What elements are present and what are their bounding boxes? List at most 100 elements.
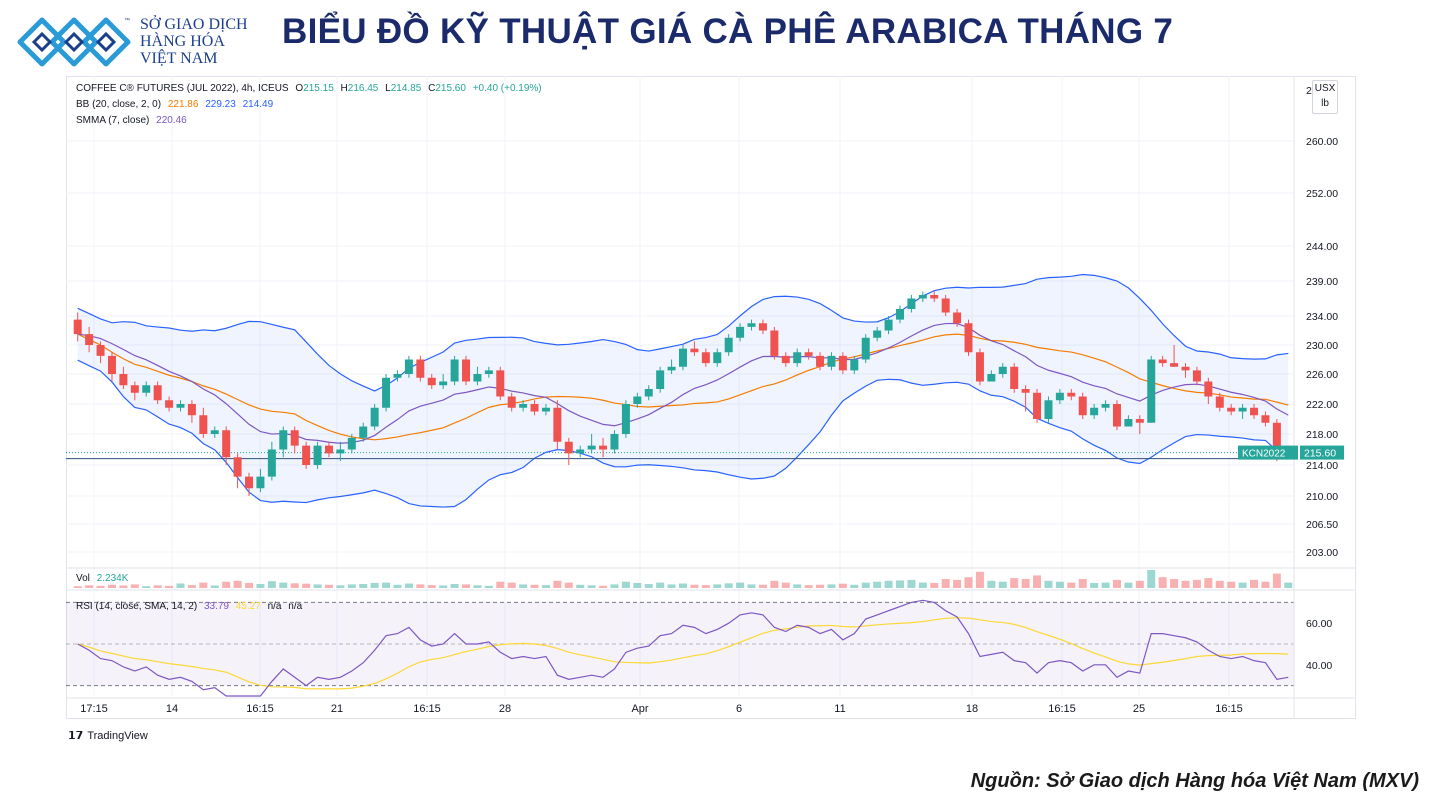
- candle-body: [210, 430, 219, 434]
- candle-body: [873, 330, 882, 338]
- bb-band-fill: [77, 274, 1289, 508]
- volume-value: 2.234K: [96, 573, 129, 584]
- volume-group: [73, 570, 1293, 588]
- candle-body: [736, 326, 745, 338]
- time-tick-label: 28: [499, 703, 511, 715]
- volume-bar: [770, 580, 779, 588]
- candle-body: [473, 374, 482, 382]
- candle-body: [541, 407, 550, 412]
- candle-body: [1044, 400, 1053, 419]
- volume-bar: [564, 582, 573, 588]
- rsi-na-1: n/a: [267, 601, 282, 612]
- volume-bar: [918, 582, 927, 588]
- candle-body: [953, 312, 962, 324]
- candle-body: [1101, 404, 1110, 408]
- candle-body: [1055, 392, 1064, 401]
- open-label: O: [295, 83, 304, 94]
- candle-body: [564, 441, 573, 454]
- candle-body: [1147, 359, 1156, 423]
- volume-bar: [1261, 581, 1270, 588]
- time-tick-label: 16:15: [246, 703, 274, 715]
- candle-body: [1227, 407, 1236, 412]
- candle-body: [1170, 363, 1179, 367]
- candle-body: [610, 434, 619, 450]
- volume-bar: [1215, 580, 1224, 588]
- bb-lower-value: 214.49: [242, 99, 274, 110]
- volume-legend[interactable]: Vol 2.234K: [76, 573, 132, 584]
- candle-body: [724, 337, 733, 353]
- time-tick-label: 6: [736, 703, 742, 715]
- candle-body: [758, 323, 767, 331]
- volume-bar: [1124, 582, 1133, 588]
- candle-body: [1204, 381, 1213, 397]
- smma-label: SMMA (7, close): [76, 115, 150, 126]
- ohlc-legend: COFFEE C® FUTURES (JUL 2022), 4h, ICEUS …: [76, 83, 546, 94]
- symbol-label[interactable]: COFFEE C® FUTURES (JUL 2022), 4h, ICEUS: [76, 83, 289, 94]
- volume-bar: [359, 584, 368, 588]
- volume-bar: [1284, 582, 1293, 588]
- candle-body: [290, 430, 299, 446]
- candle-body: [439, 381, 448, 386]
- chart-frame: [66, 76, 1356, 719]
- candle-body: [187, 404, 196, 416]
- candle-body: [553, 407, 562, 442]
- volume-bar: [656, 582, 665, 588]
- smma-legend[interactable]: SMMA (7, close) 220.46: [76, 115, 191, 126]
- volume-bar: [793, 584, 802, 588]
- volume-bar: [541, 585, 550, 588]
- bb-label: BB (20, close, 2, 0): [76, 99, 162, 110]
- price-tick-label: 210.00: [1306, 491, 1338, 503]
- volume-bar: [1033, 575, 1042, 588]
- price-tick-label: 206.50: [1306, 519, 1338, 531]
- volume-bar: [393, 584, 402, 588]
- candle-body: [1238, 407, 1247, 412]
- volume-bar: [713, 584, 722, 588]
- volume-bar: [324, 584, 333, 588]
- page-title: BIỂU ĐỒ KỸ THUẬT GIÁ CÀ PHÊ ARABICA THÁN…: [282, 12, 1174, 51]
- candle-body: [964, 323, 973, 353]
- candle-body: [770, 330, 779, 356]
- volume-bar: [975, 571, 984, 588]
- volume-bar: [176, 583, 185, 588]
- volume-bar: [450, 584, 459, 588]
- bb-legend[interactable]: BB (20, close, 2, 0) 221.86 229.23 214.4…: [76, 99, 277, 110]
- candle-body: [1192, 370, 1201, 382]
- volume-bar: [690, 584, 699, 588]
- volume-bar: [153, 585, 162, 588]
- price-tick-label: 218.00: [1306, 429, 1338, 441]
- grid-group: [66, 76, 1294, 696]
- candle-body: [519, 404, 528, 408]
- candle-body: [393, 374, 402, 378]
- rsi-legend[interactable]: RSI (14, close, SMA, 14, 2) 33.79 45.27 …: [76, 601, 306, 612]
- bb-upper-line: [77, 273, 1289, 392]
- bb-basis-value: 221.86: [167, 99, 199, 110]
- tradingview-brand[interactable]: 𝟭𝟳 TradingView: [68, 729, 148, 742]
- volume-bar: [165, 585, 174, 588]
- rsi-ma-line: [77, 617, 1289, 690]
- chart-canvas[interactable]: 260.00 252.00 244.00 239.00 234.00 230.00 226.…: [66, 76, 1356, 719]
- volume-bar: [736, 582, 745, 588]
- bb-basis-line: [77, 333, 1289, 441]
- volume-bar: [610, 584, 619, 588]
- unit-selector[interactable]: USX lb: [1312, 80, 1338, 114]
- volume-bar: [1021, 579, 1030, 588]
- candle-body: [85, 334, 94, 345]
- candle-body: [1090, 407, 1099, 416]
- volume-bar: [964, 577, 973, 588]
- volume-bar: [484, 585, 493, 588]
- candle-body: [804, 352, 813, 356]
- volume-bar: [336, 585, 345, 588]
- candle-body: [279, 430, 288, 450]
- time-tick-label: 25: [1133, 703, 1145, 715]
- volume-bar: [816, 584, 825, 588]
- volume-bar: [895, 580, 904, 588]
- close-value: 215.60: [435, 83, 466, 94]
- volume-bar: [199, 582, 208, 588]
- candle-body: [359, 426, 368, 438]
- candle-body: [1021, 389, 1030, 393]
- volume-bar: [1101, 582, 1110, 588]
- candle-body: [1112, 404, 1121, 427]
- candle-body: [930, 295, 939, 299]
- volume-bar: [884, 580, 893, 588]
- candle-body: [838, 355, 847, 371]
